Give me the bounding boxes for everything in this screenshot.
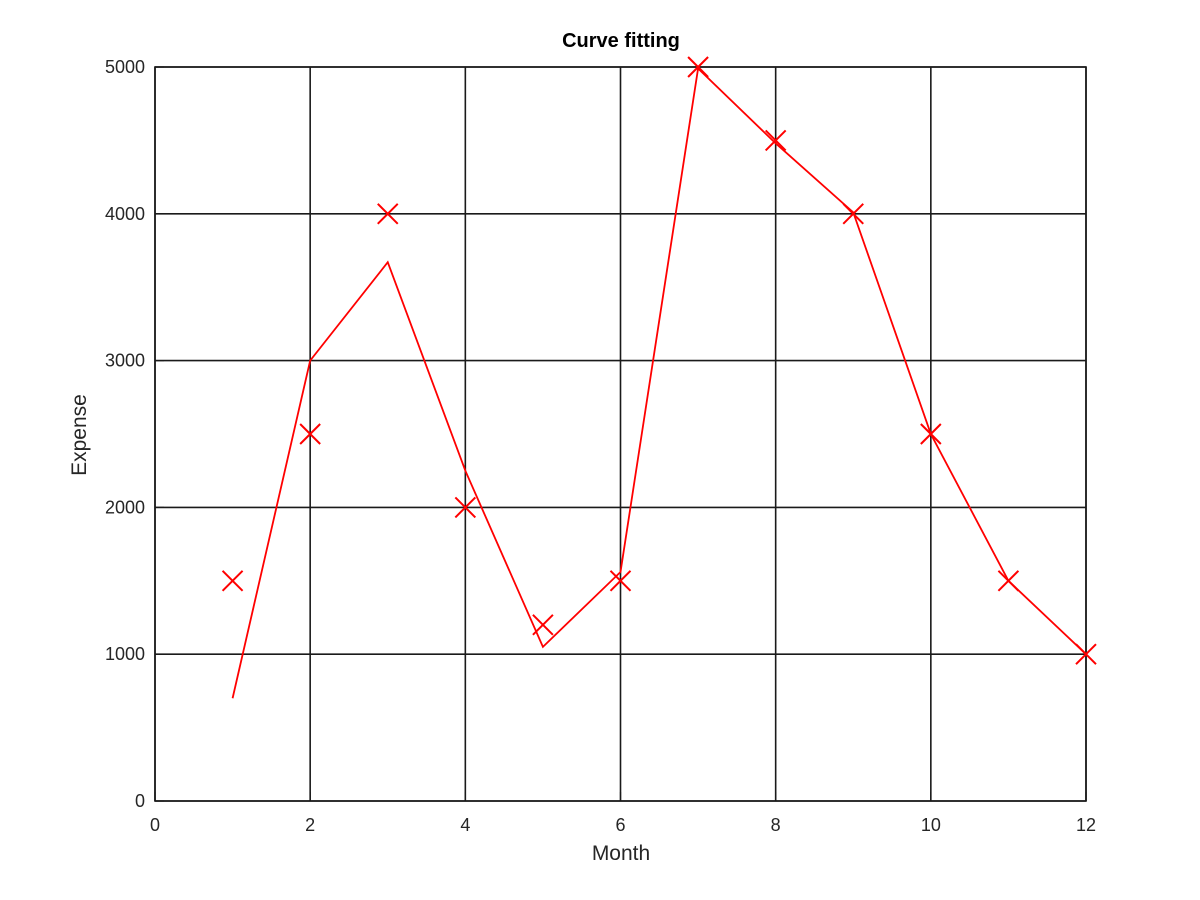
x-tick-label: 10: [921, 815, 941, 835]
data-point-marker: [454, 496, 477, 519]
plot-area: [221, 56, 1097, 699]
y-axis-ticks: 0 1000 2000 3000 4000 5000: [105, 57, 164, 811]
data-point-marker: [221, 570, 244, 592]
data-point-marker: [299, 423, 321, 445]
data-point-marker: [377, 203, 399, 225]
y-axis-label: Expense: [68, 394, 91, 476]
y-tick-label: 0: [135, 791, 145, 811]
x-tick-label: 6: [615, 815, 625, 835]
x-axis-label: Month: [592, 842, 650, 865]
y-tick-label: 1000: [105, 644, 145, 664]
data-point-marker: [609, 570, 632, 592]
data-point-markers: [221, 56, 1097, 665]
x-tick-label: 0: [150, 815, 160, 835]
fitted-curve-line: [231, 66, 1087, 699]
x-tick-label: 4: [460, 815, 470, 835]
data-point-marker: [764, 129, 787, 152]
y-tick-label: 2000: [105, 497, 145, 517]
x-tick-label: 12: [1076, 815, 1096, 835]
x-tick-label: 8: [771, 815, 781, 835]
x-axis-ticks: 0 2 4 6 8 10 12: [150, 792, 1096, 835]
y-tick-label: 3000: [105, 351, 145, 371]
y-tick-label: 4000: [105, 204, 145, 224]
y-tick-label: 5000: [105, 57, 145, 77]
chart-title: Curve fitting: [562, 30, 680, 52]
x-tick-label: 2: [305, 815, 315, 835]
